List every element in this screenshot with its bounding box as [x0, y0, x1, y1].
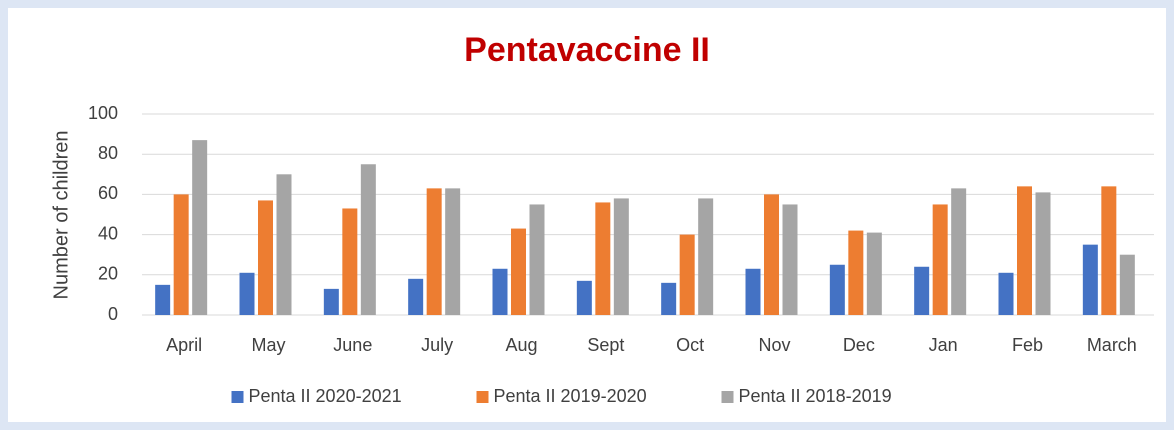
- bar: [239, 272, 255, 315]
- bar: [848, 230, 864, 315]
- x-tick-label: Oct: [676, 335, 704, 355]
- bar: [173, 194, 189, 315]
- bar: [698, 198, 714, 315]
- legend-swatch: [476, 391, 489, 403]
- bar: [360, 164, 376, 315]
- x-tick-label: May: [251, 335, 285, 355]
- legend-label: Penta II 2020-2021: [249, 386, 402, 406]
- bar: [661, 282, 677, 315]
- y-axis-label: Number of children: [50, 131, 72, 300]
- bar: [1082, 244, 1098, 315]
- bar: [951, 188, 967, 315]
- bar: [829, 264, 845, 315]
- bar: [745, 268, 761, 315]
- legend-label: Penta II 2018-2019: [739, 386, 892, 406]
- bar: [576, 280, 592, 315]
- bar: [866, 232, 882, 315]
- legend-swatch: [231, 391, 244, 403]
- x-tick-label: Feb: [1012, 335, 1043, 355]
- x-tick-label: Sept: [587, 335, 624, 355]
- bar: [1035, 192, 1051, 315]
- x-tick-label: Aug: [505, 335, 537, 355]
- bar: [595, 202, 611, 315]
- bar: [258, 200, 273, 315]
- x-tick-label: March: [1087, 335, 1137, 355]
- bar: [492, 268, 508, 315]
- y-tick-label: 40: [98, 223, 118, 243]
- x-tick-label: Jan: [929, 335, 958, 355]
- legend-swatch: [721, 391, 734, 403]
- y-tick-label: 80: [98, 143, 118, 163]
- bar: [782, 204, 798, 315]
- bar: [1101, 186, 1117, 315]
- legend-label: Penta II 2019-2020: [494, 386, 647, 406]
- bar: [192, 140, 208, 315]
- bar: [998, 272, 1014, 315]
- bar: [276, 174, 292, 315]
- bar: [426, 188, 442, 315]
- bar: [764, 194, 779, 315]
- bar: [529, 204, 545, 315]
- x-tick-label: Dec: [843, 335, 875, 355]
- bar: [1119, 254, 1135, 315]
- y-tick-label: 0: [108, 304, 118, 324]
- bar: [155, 284, 171, 315]
- bar: [613, 198, 629, 315]
- x-tick-label: July: [421, 335, 453, 355]
- bar: [1017, 186, 1032, 315]
- bar: [932, 204, 948, 315]
- bar: [342, 208, 358, 315]
- bar: [408, 278, 424, 315]
- bar: [445, 188, 461, 315]
- y-tick-label: 100: [88, 103, 118, 123]
- x-tick-label: Nov: [758, 335, 790, 355]
- y-tick-label: 20: [98, 264, 118, 284]
- x-tick-label: June: [333, 335, 372, 355]
- bar: [679, 234, 695, 315]
- bar: [323, 288, 339, 315]
- y-tick-label: 60: [98, 183, 118, 203]
- bar: [914, 266, 930, 315]
- chart-title: Pentavaccine II: [464, 31, 710, 69]
- x-tick-label: April: [166, 335, 202, 355]
- bar: [511, 228, 526, 315]
